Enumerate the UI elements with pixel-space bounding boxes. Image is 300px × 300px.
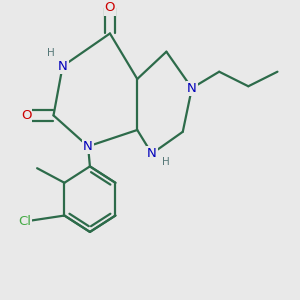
Text: N: N — [58, 60, 68, 73]
Text: O: O — [105, 2, 115, 14]
Text: N: N — [83, 140, 93, 153]
Text: Cl: Cl — [18, 214, 31, 227]
Text: H: H — [162, 157, 170, 167]
Text: H: H — [47, 48, 54, 58]
Text: O: O — [21, 109, 32, 122]
Text: N: N — [147, 147, 157, 160]
Text: N: N — [187, 82, 197, 94]
